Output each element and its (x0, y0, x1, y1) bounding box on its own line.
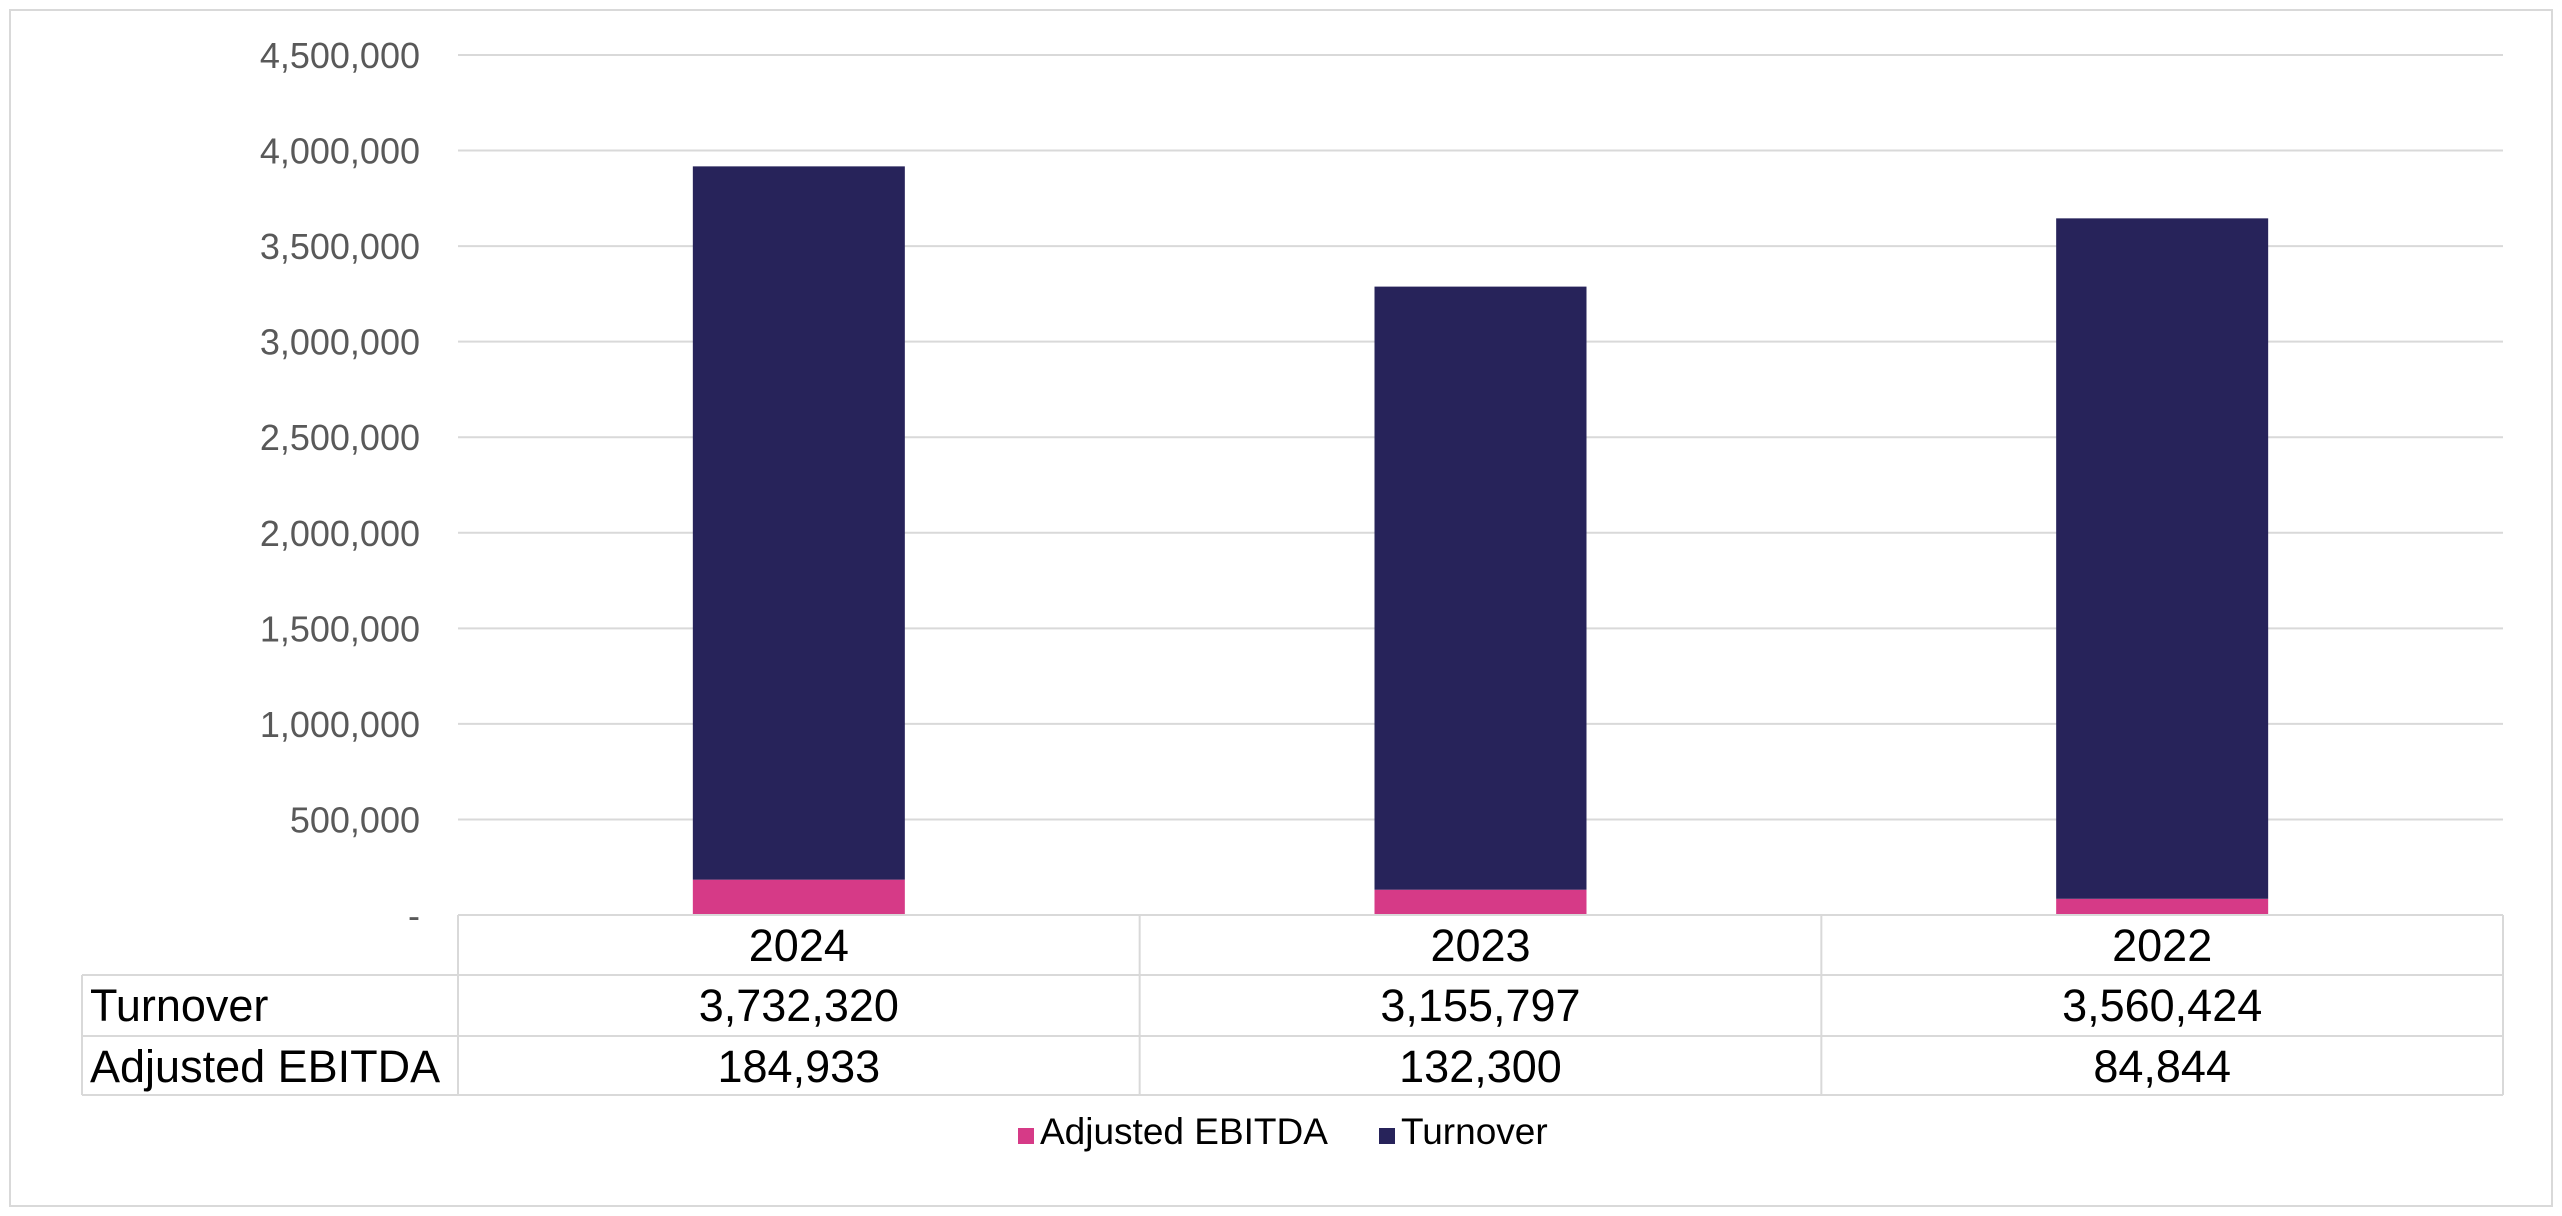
bar-turnover-2022 (2056, 218, 2269, 899)
table-cell-value: 3,155,797 (1380, 980, 1580, 1031)
table-row-label: Turnover (90, 980, 268, 1031)
table-cell-value: 3,732,320 (699, 980, 899, 1031)
y-tick-label: 3,500,000 (260, 226, 420, 267)
category-label: 2024 (749, 920, 849, 971)
y-tick-label: 3,000,000 (260, 322, 420, 363)
bars (692, 166, 2269, 915)
table-cell-value: 132,300 (1399, 1041, 1562, 1092)
legend-label: Adjusted EBITDA (1040, 1111, 1328, 1152)
y-tick-label: 4,000,000 (260, 131, 420, 172)
bar-turnover-2024 (692, 166, 905, 880)
legend-swatch (1379, 1128, 1395, 1144)
bar-adjusted-ebitda-2024 (692, 879, 905, 915)
bar-adjusted-ebitda-2022 (2056, 898, 2269, 915)
y-tick-label: 4,500,000 (260, 35, 420, 76)
legend-swatch (1018, 1128, 1034, 1144)
data-table: 2024 2023 2022 Turnover 3,732,320 3,155,797 3,… (81, 914, 2504, 1096)
category-label: 2023 (1430, 920, 1530, 971)
y-axis-tick-labels: - 500,000 1,000,000 1,500,000 2,000,000 2,500… (260, 35, 420, 936)
category-label: 2022 (2112, 920, 2212, 971)
y-tick-label: 500,000 (290, 799, 420, 840)
bar-adjusted-ebitda-2023 (1374, 889, 1587, 915)
table-cell-value: 3,560,424 (2062, 980, 2262, 1031)
legend: Adjusted EBITDA Turnover (1018, 1111, 1548, 1152)
y-tick-label: 1,500,000 (260, 608, 420, 649)
y-tick-label: 1,000,000 (260, 704, 420, 745)
y-tick-label: - (408, 895, 420, 936)
table-cell-value: 184,933 (717, 1041, 880, 1092)
bar-turnover-2023 (1374, 286, 1587, 890)
table-cell-value: 84,844 (2093, 1041, 2231, 1092)
legend-label: Turnover (1401, 1111, 1548, 1152)
y-tick-label: 2,000,000 (260, 513, 420, 554)
y-tick-label: 2,500,000 (260, 417, 420, 458)
table-row-label: Adjusted EBITDA (90, 1041, 440, 1092)
